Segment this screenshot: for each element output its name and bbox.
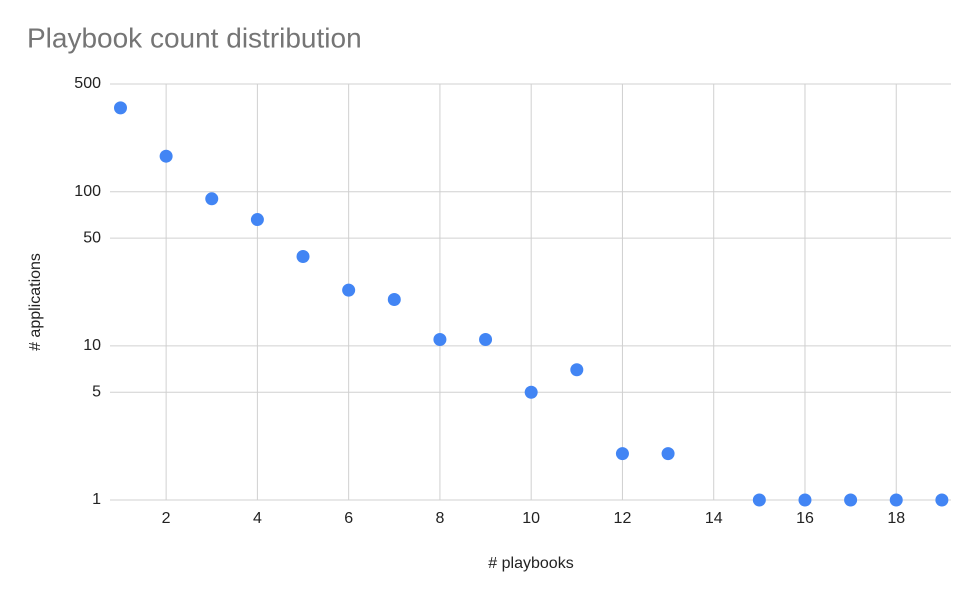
point bbox=[296, 250, 310, 264]
x-tick-label: 12 bbox=[614, 510, 632, 527]
point bbox=[113, 101, 127, 115]
y-axis-label: # applications bbox=[27, 253, 44, 351]
x-tick-label: 14 bbox=[705, 510, 723, 527]
point bbox=[342, 283, 356, 297]
y-tick-label: 50 bbox=[83, 229, 101, 246]
point bbox=[935, 493, 949, 507]
point bbox=[615, 447, 629, 461]
y-tick-label: 5 bbox=[92, 383, 101, 400]
x-tick-label: 2 bbox=[162, 510, 171, 527]
x-tick-label: 18 bbox=[887, 510, 905, 527]
x-axis-label: # playbooks bbox=[488, 555, 573, 572]
y-tick-label: 100 bbox=[74, 183, 101, 200]
point bbox=[844, 493, 858, 507]
chart-title: Playbook count distribution bbox=[27, 22, 362, 53]
point bbox=[524, 385, 538, 399]
y-tick-label: 1 bbox=[92, 491, 101, 508]
point bbox=[433, 332, 447, 346]
x-tick-label: 10 bbox=[522, 510, 540, 527]
y-tick-label: 10 bbox=[83, 337, 101, 354]
point bbox=[250, 213, 264, 227]
point bbox=[752, 493, 766, 507]
x-tick-label: 16 bbox=[796, 510, 814, 527]
point bbox=[889, 493, 903, 507]
point bbox=[661, 447, 675, 461]
point bbox=[798, 493, 812, 507]
point bbox=[159, 149, 173, 163]
point bbox=[205, 192, 219, 206]
x-tick-label: 8 bbox=[435, 510, 444, 527]
y-tick-label: 500 bbox=[74, 75, 101, 92]
x-tick-label: 4 bbox=[253, 510, 262, 527]
point bbox=[387, 292, 401, 306]
point bbox=[479, 332, 493, 346]
x-tick-label: 6 bbox=[344, 510, 353, 527]
point bbox=[570, 363, 584, 377]
